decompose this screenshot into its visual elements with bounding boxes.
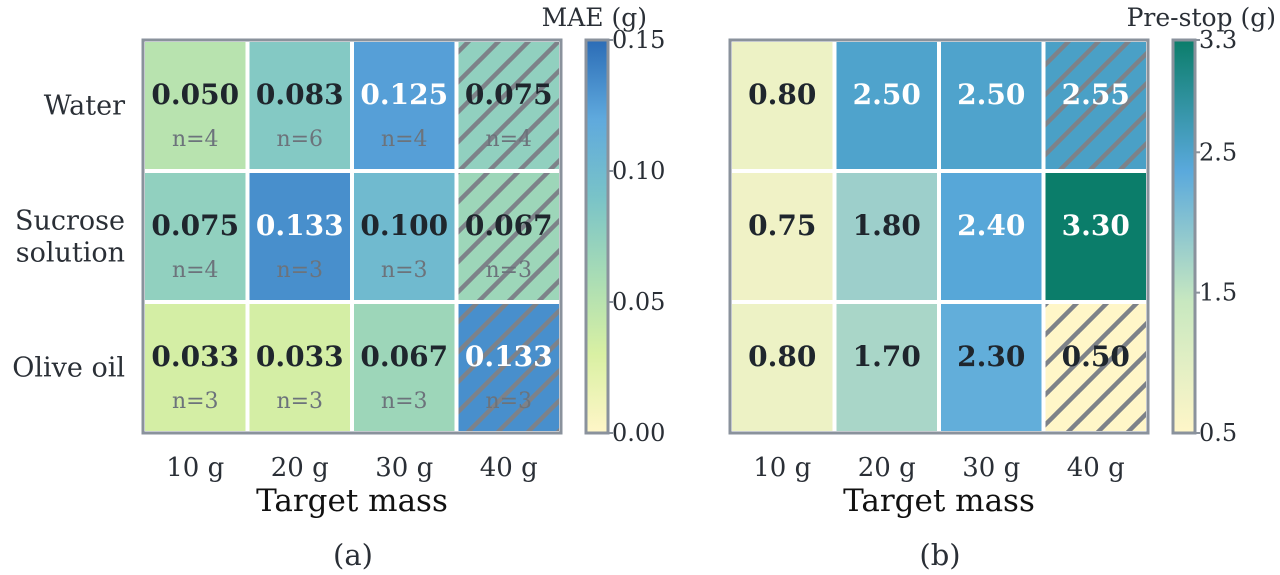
cell-value: 0.083 [256, 78, 344, 111]
colorbar-tick-label: 0.10 [612, 157, 665, 185]
hatch-overlay [458, 42, 559, 169]
cell-value: 0.50 [1062, 340, 1130, 373]
cell-value: 0.067 [360, 340, 448, 373]
cell-count: n=4 [172, 258, 219, 283]
cell-value: 1.70 [853, 340, 921, 373]
x-tick-label: 30 g [375, 453, 433, 483]
cell-value: 0.80 [748, 340, 816, 373]
cell-value: 2.40 [957, 209, 1025, 242]
colorbar-tick-label: 0.00 [612, 419, 665, 447]
cell-count: n=3 [172, 389, 219, 414]
cell-value: 0.133 [465, 340, 553, 373]
cell-value: 0.125 [360, 78, 448, 111]
cell-count: n=3 [381, 258, 428, 283]
panel-caption: (a) [333, 538, 373, 572]
x-tick-label: 40 g [1067, 453, 1125, 483]
x-tick-label: 10 g [753, 453, 811, 483]
x-axis-label: Target mass [843, 483, 1035, 519]
cell-value: 0.075 [465, 78, 553, 111]
cell-count: n=6 [276, 127, 323, 152]
heatmap-panel-a: 0.050 n=4 0.083 n=6 0.125 n=4 0.075 n=4 0.075 n=4… [12, 3, 665, 572]
cell-value: 0.033 [151, 340, 239, 373]
cell-value: 3.30 [1062, 209, 1130, 242]
x-tick-label: 20 g [271, 453, 329, 483]
heatmap-cell [937, 169, 1046, 304]
cell-count: n=3 [276, 389, 323, 414]
cell-value: 0.100 [360, 209, 448, 242]
hatch-overlay [458, 304, 559, 431]
cell-count: n=4 [485, 127, 532, 152]
heatmap-cell [937, 38, 1046, 173]
cell-value: 2.30 [957, 340, 1025, 373]
cell-value: 0.033 [256, 340, 344, 373]
cell-value: 2.50 [957, 78, 1025, 111]
cell-count: n=3 [485, 258, 532, 283]
colorbar-tick-label: 2.5 [1199, 138, 1237, 166]
cell-value: 0.133 [256, 209, 344, 242]
row-label: Water [44, 91, 125, 122]
cell-count: n=3 [276, 258, 323, 283]
colorbar-tick-label: 1.5 [1199, 279, 1237, 307]
hatch-overlay [1045, 42, 1146, 169]
colorbar-title: Pre-stop (g) [1127, 3, 1276, 32]
cell-count: n=4 [381, 127, 428, 152]
cell-value: 2.55 [1062, 78, 1130, 111]
cell-value: 2.50 [853, 78, 921, 111]
cell-count: n=4 [172, 127, 219, 152]
colorbar [584, 38, 610, 435]
heatmap-cell [728, 169, 837, 304]
cell-value: 0.80 [748, 78, 816, 111]
row-label: Sucrose solution [15, 206, 125, 269]
cell-count: n=3 [381, 389, 428, 414]
colorbar [1171, 38, 1197, 435]
x-tick-label: 20 g [858, 453, 916, 483]
colorbar-tick-label: 0.05 [612, 288, 665, 316]
colorbar-tick-label: 0.5 [1199, 419, 1237, 447]
heatmap-cell [832, 300, 941, 435]
colorbar-tick-label: 3.3 [1199, 26, 1237, 54]
colorbar-tick-label: 0.15 [612, 26, 665, 54]
panel-caption: (b) [919, 538, 960, 572]
cell-count: n=3 [485, 389, 532, 414]
x-axis-label: Target mass [256, 483, 448, 519]
cell-value: 1.80 [853, 209, 921, 242]
row-label: Olive oil [12, 353, 125, 384]
x-tick-label: 10 g [166, 453, 224, 483]
x-tick-label: 30 g [962, 453, 1020, 483]
cell-value: 0.050 [151, 78, 239, 111]
heatmap-cell [728, 300, 837, 435]
heatmap-frame [141, 38, 563, 435]
cell-value: 0.075 [151, 209, 239, 242]
heatmap-panel-b: 0.80 2.50 2.50 2.55 0.75 1.80 2.40 3.30 0.80 1.70… [728, 3, 1276, 572]
hatch-overlay [1045, 304, 1146, 431]
heatmap-cell [245, 300, 354, 435]
cell-value: 0.067 [465, 209, 553, 242]
hatch-overlay [458, 173, 559, 300]
heatmap-cell [1041, 169, 1150, 304]
heatmap-frame [728, 38, 1150, 435]
x-tick-label: 40 g [480, 453, 538, 483]
colorbar-title: MAE (g) [542, 3, 647, 32]
cell-value: 0.75 [748, 209, 816, 242]
